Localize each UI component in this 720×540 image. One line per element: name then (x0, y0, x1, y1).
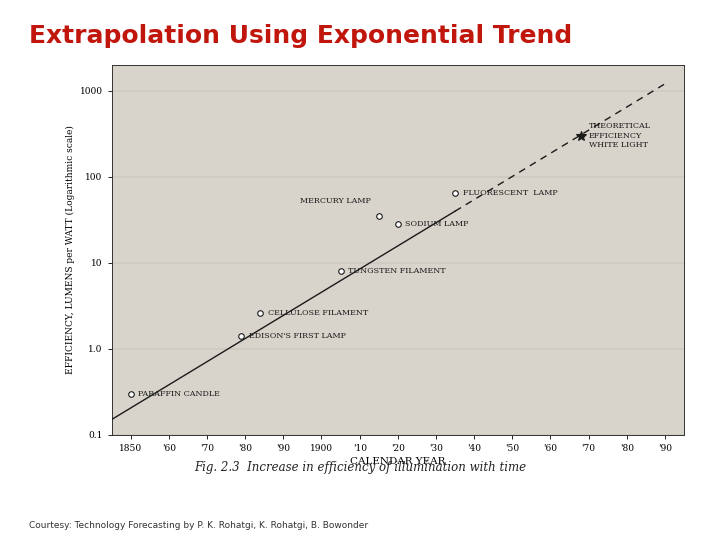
Text: MERCURY LAMP: MERCURY LAMP (300, 197, 371, 205)
Text: CELLULOSE FILAMENT: CELLULOSE FILAMENT (268, 309, 369, 317)
X-axis label: CALENDAR YEAR: CALENDAR YEAR (350, 457, 446, 466)
Text: Extrapolation Using Exponential Trend: Extrapolation Using Exponential Trend (29, 24, 572, 48)
Text: PARAFFIN CANDLE: PARAFFIN CANDLE (138, 390, 220, 397)
Text: Courtesy: Technology Forecasting by P. K. Rohatgi, K. Rohatgi, B. Bowonder: Courtesy: Technology Forecasting by P. K… (29, 521, 368, 530)
Text: THEORETICAL
EFFICIENCY
WHITE LIGHT: THEORETICAL EFFICIENCY WHITE LIGHT (589, 123, 651, 149)
Y-axis label: EFFICIENCY, LUMENS per WATT (Logarithmic scale): EFFICIENCY, LUMENS per WATT (Logarithmic… (66, 125, 76, 374)
Text: SODIUM LAMP: SODIUM LAMP (405, 220, 469, 228)
Text: TUNGSTEN FILAMENT: TUNGSTEN FILAMENT (348, 267, 446, 275)
Text: Fig. 2.3  Increase in efficiency of illumination with time: Fig. 2.3 Increase in efficiency of illum… (194, 461, 526, 474)
Text: EDISON'S FIRST LAMP: EDISON'S FIRST LAMP (249, 332, 346, 340)
Text: FLUORESCENT  LAMP: FLUORESCENT LAMP (463, 189, 557, 197)
